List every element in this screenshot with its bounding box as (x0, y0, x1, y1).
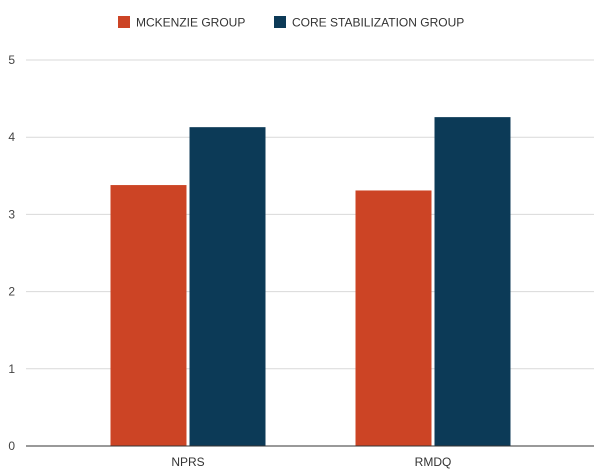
x-axis: NPRS RMDQ (26, 445, 594, 469)
bar-nprs-series-1 (110, 185, 187, 446)
y-tick-label: 1 (8, 362, 15, 376)
x-tick-label: RMDQ (415, 455, 452, 469)
y-tick-label: 0 (8, 439, 15, 453)
legend: MCKENZIE GROUP CORE STABILIZATION GROUP (118, 16, 464, 30)
y-tick-label: 3 (8, 207, 15, 221)
bar-rmdq-series-2 (434, 117, 511, 447)
bar-rmdq-series-1 (355, 190, 432, 446)
y-tick-label: 2 (8, 285, 15, 299)
legend-label: MCKENZIE GROUP (136, 16, 245, 30)
y-tick-label: 4 (8, 130, 15, 144)
bar-nprs-series-2 (189, 127, 266, 446)
bars (110, 117, 511, 447)
x-tick-label: NPRS (171, 455, 204, 469)
legend-label: CORE STABILIZATION GROUP (292, 16, 464, 30)
legend-swatch (118, 16, 130, 28)
y-axis: 0 1 2 3 4 5 (8, 53, 15, 453)
y-tick-label: 5 (8, 53, 15, 67)
legend-swatch (274, 16, 286, 28)
